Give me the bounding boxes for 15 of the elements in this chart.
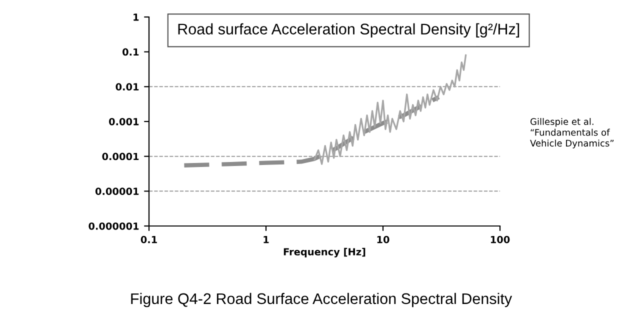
x-axis-title: Frequency [Hz] [284, 248, 366, 258]
text: Gillespie et al. “Fundamentals of Vehicle Dynamics” [530, 118, 614, 148]
y-tick-label: 1 [134, 14, 139, 21]
caption: Figure Q4-2 Road Surface Acceleration Spectral Density [131, 292, 512, 308]
x-tick-label: 1 [264, 236, 269, 244]
x-tick-label: 0.1 [140, 236, 157, 244]
y-tick-label: 0.0001 [102, 152, 139, 160]
chart-title: Road surface Acceleration Spectral Density [g²/Hz] [178, 23, 520, 38]
y-tick-label: 0.01 [116, 83, 139, 90]
y-tick-label: 0.00001 [95, 188, 139, 195]
y-tick-label: 0.001 [108, 118, 139, 126]
x-tick-label: 100 [490, 236, 510, 244]
y-tick-label: 0.000001 [88, 222, 139, 230]
x-tick-label: 10 [377, 236, 390, 244]
y-tick-label: 0.1 [122, 48, 139, 56]
